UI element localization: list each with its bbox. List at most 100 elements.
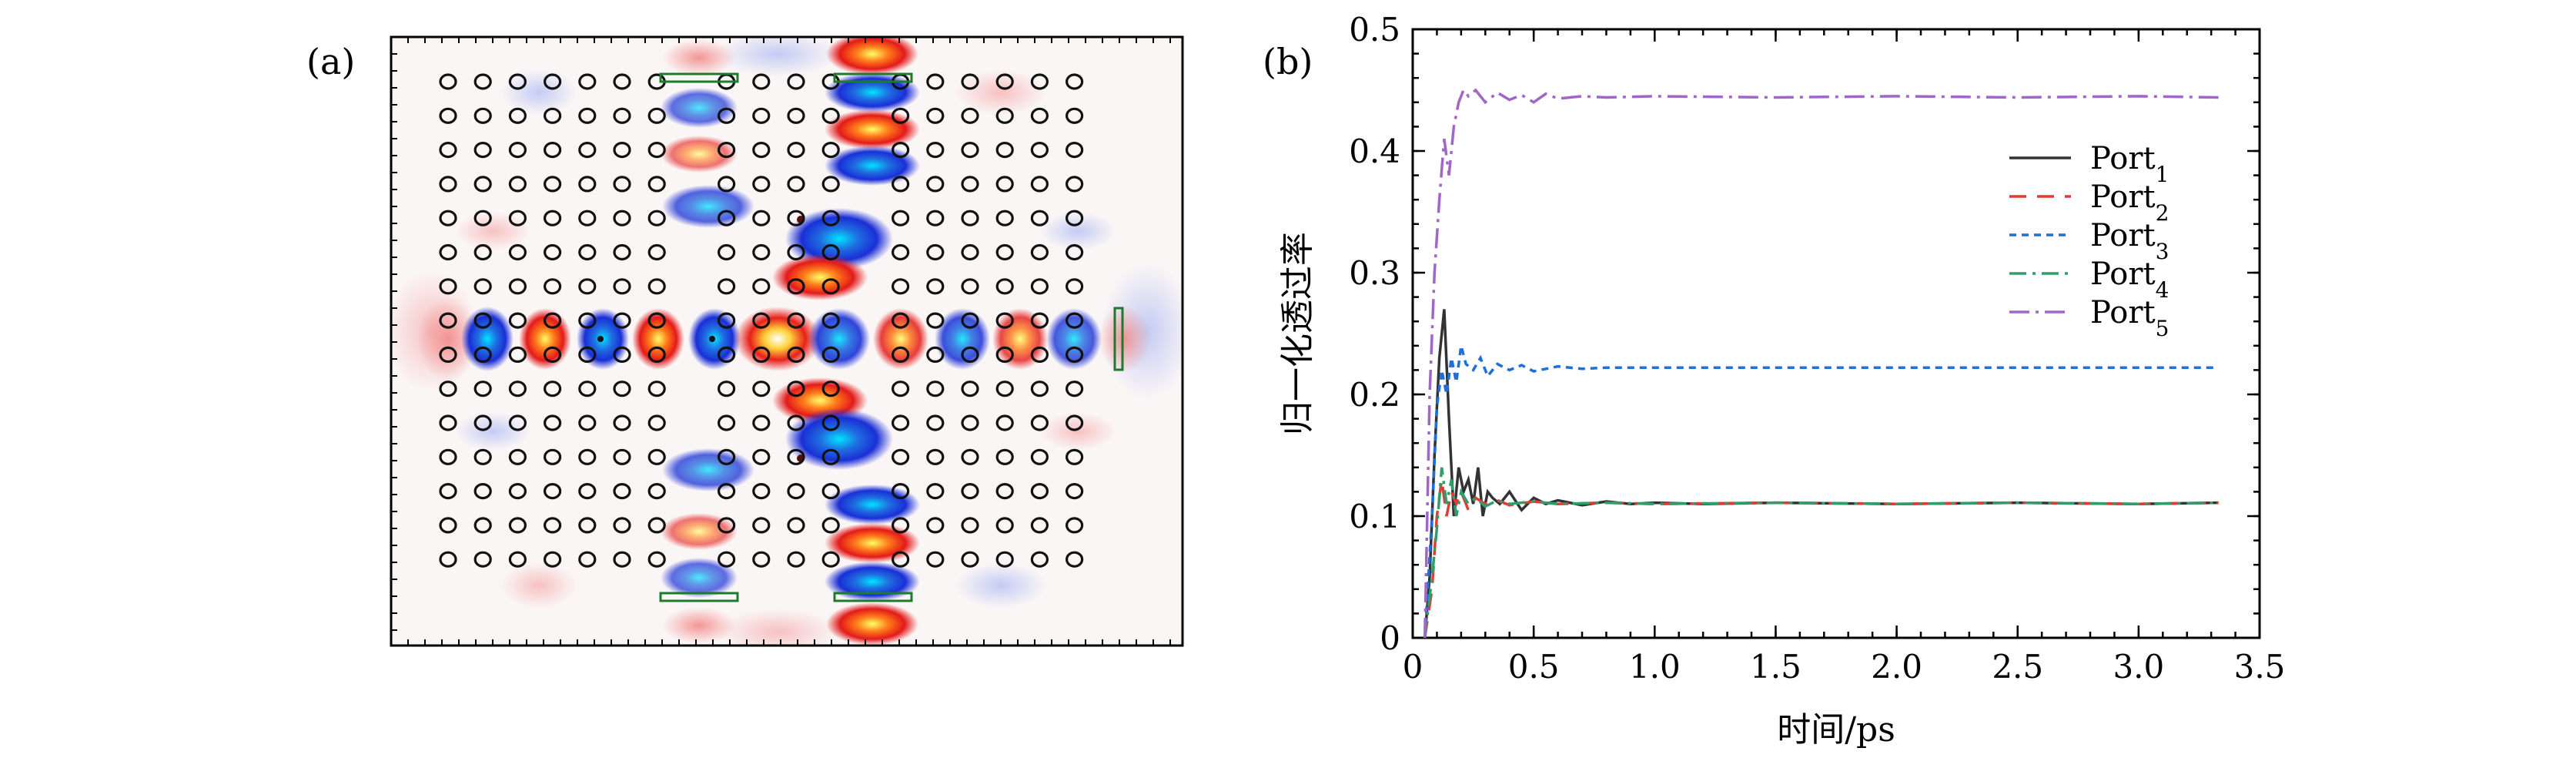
lattice-rod bbox=[508, 278, 527, 295]
lattice-rod bbox=[439, 73, 457, 90]
lattice-rod bbox=[926, 517, 945, 534]
lattice-rod bbox=[1065, 243, 1084, 261]
lattice-rod bbox=[891, 278, 910, 295]
lattice-rod bbox=[1065, 482, 1084, 500]
rod-lattice bbox=[439, 73, 1084, 568]
lattice-rod bbox=[1030, 278, 1049, 295]
lattice-rod bbox=[995, 517, 1014, 534]
lattice-rod bbox=[995, 448, 1014, 465]
lattice-rod bbox=[995, 278, 1014, 295]
lattice-rod bbox=[508, 482, 527, 500]
series-line-port-1 bbox=[1423, 309, 2219, 639]
lattice-rod bbox=[752, 346, 771, 363]
lattice-rod bbox=[543, 448, 562, 465]
lattice-rod bbox=[613, 107, 631, 124]
lattice-rod bbox=[578, 517, 597, 534]
lattice-rod bbox=[647, 312, 666, 329]
lattice-rod bbox=[543, 346, 562, 363]
lattice-rod bbox=[543, 551, 562, 568]
lattice-rod bbox=[473, 107, 492, 124]
lattice-rod bbox=[508, 73, 527, 90]
lattice-rod bbox=[613, 176, 631, 193]
lattice-rod bbox=[961, 551, 979, 568]
port-markers bbox=[659, 72, 1124, 602]
lattice-rod bbox=[508, 107, 527, 124]
lattice-rod bbox=[821, 243, 840, 261]
lattice-rod bbox=[1065, 448, 1084, 465]
lattice-rod bbox=[578, 176, 597, 193]
lattice-rod bbox=[926, 142, 945, 159]
lattice-rod bbox=[473, 312, 492, 329]
lattice-rod bbox=[439, 517, 457, 534]
lattice-rod bbox=[717, 278, 736, 295]
lattice-rod bbox=[1030, 551, 1049, 568]
lattice-rod bbox=[613, 312, 631, 329]
lattice-rod bbox=[439, 278, 457, 295]
lattice-rod bbox=[961, 73, 979, 90]
lattice-rod bbox=[752, 278, 771, 295]
lattice-rod bbox=[613, 142, 631, 159]
lattice-rod bbox=[508, 346, 527, 363]
lattice-rod bbox=[1030, 73, 1049, 90]
lattice-rod bbox=[613, 482, 631, 500]
lattice-rod bbox=[543, 278, 562, 295]
lattice-rod bbox=[717, 381, 736, 397]
lattice-rod bbox=[647, 381, 666, 397]
lattice-rod bbox=[891, 414, 910, 431]
lattice-rod bbox=[821, 278, 840, 295]
lattice-rod bbox=[926, 176, 945, 193]
lattice-rod bbox=[543, 107, 562, 124]
lattice-rod bbox=[473, 517, 492, 534]
lattice-rod bbox=[961, 176, 979, 193]
lattice-rod bbox=[752, 312, 771, 329]
panel-b-label: (b) bbox=[1263, 41, 1313, 82]
lattice-rod bbox=[787, 381, 805, 397]
lattice-rod bbox=[1065, 312, 1084, 329]
lattice-rod bbox=[926, 346, 945, 363]
lattice-rod bbox=[787, 278, 805, 295]
lattice-rod bbox=[473, 551, 492, 568]
lattice-rod bbox=[961, 312, 979, 329]
lattice-rod bbox=[473, 482, 492, 500]
y-tick-label: 0.4 bbox=[1349, 132, 1400, 170]
lattice-rod bbox=[891, 312, 910, 329]
lattice-rod bbox=[995, 73, 1014, 90]
lattice-rod bbox=[578, 278, 597, 295]
y-tick-label: 0.3 bbox=[1349, 254, 1400, 292]
lattice-rod bbox=[647, 243, 666, 261]
lattice-rod bbox=[613, 551, 631, 568]
lattice-rod bbox=[821, 551, 840, 568]
lattice-rod bbox=[613, 73, 631, 90]
lattice-rod bbox=[821, 448, 840, 465]
lattice-rod bbox=[995, 312, 1014, 329]
lattice-rod bbox=[821, 482, 840, 500]
lattice-rod bbox=[995, 176, 1014, 193]
lattice-rod bbox=[752, 448, 771, 465]
lattice-rod bbox=[752, 210, 771, 226]
lattice-rod bbox=[926, 482, 945, 500]
lattice-rod bbox=[647, 448, 666, 465]
lattice-rod bbox=[787, 517, 805, 534]
lattice-rod bbox=[717, 210, 736, 226]
lattice-rod bbox=[891, 551, 910, 568]
lattice-rod bbox=[439, 176, 457, 193]
lattice-rod bbox=[717, 176, 736, 193]
lattice-rod bbox=[926, 210, 945, 226]
lattice-rod bbox=[1065, 107, 1084, 124]
lattice-rod bbox=[578, 312, 597, 329]
lattice-rod bbox=[578, 381, 597, 397]
lattice-rod bbox=[752, 381, 771, 397]
lattice-rod bbox=[473, 278, 492, 295]
y-tick-label: 0 bbox=[1380, 619, 1400, 657]
lattice-rod bbox=[578, 142, 597, 159]
lattice-rod bbox=[752, 414, 771, 431]
lattice-rod bbox=[508, 551, 527, 568]
lattice-rod bbox=[752, 243, 771, 261]
lattice-rod bbox=[995, 346, 1014, 363]
lattice-rod bbox=[439, 107, 457, 124]
lattice-rod bbox=[821, 381, 840, 397]
lattice-rod bbox=[821, 414, 840, 431]
lattice-rod bbox=[439, 551, 457, 568]
lattice-rod bbox=[473, 243, 492, 261]
